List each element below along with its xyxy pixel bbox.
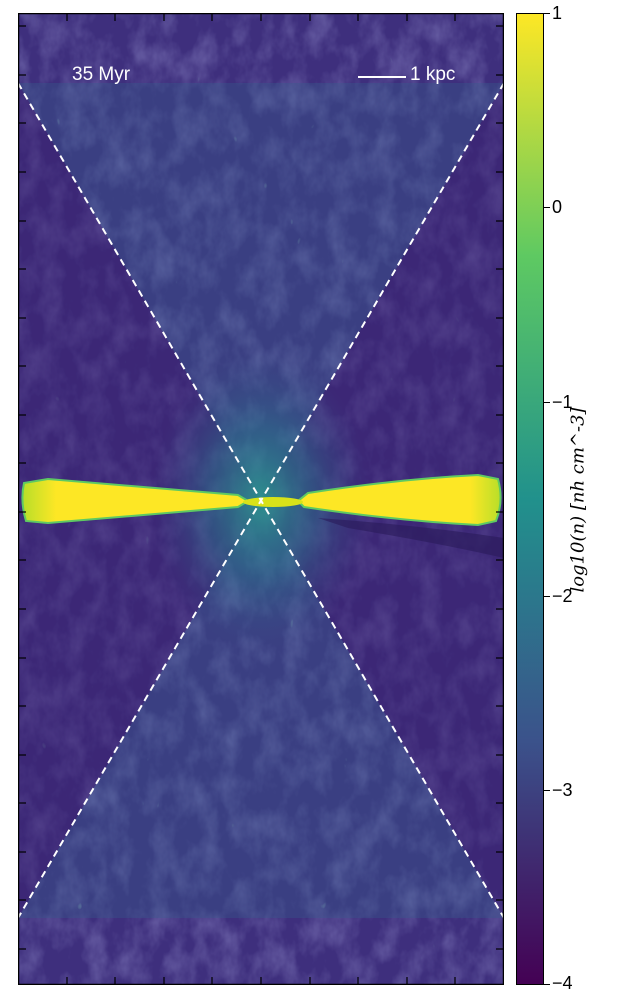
time-label: 35 Myr — [72, 64, 131, 85]
colorbar-label-0: 0 — [552, 197, 563, 217]
disk-center — [243, 497, 303, 507]
density-map-panel — [18, 13, 504, 985]
disk-right — [296, 473, 502, 527]
colorbar-tick-m3 — [544, 790, 550, 791]
colorbar-label-1: 1 — [552, 3, 563, 23]
disk-left — [21, 477, 250, 525]
colorbar-label-m3: −3 — [552, 780, 573, 800]
colorbar-label-m1: −1 — [552, 392, 573, 412]
colorbar-label-m2: −2 — [552, 586, 573, 606]
disk-right-shadow — [318, 518, 504, 558]
colorbar-tick-m1 — [544, 402, 550, 403]
scale-bar — [358, 76, 406, 78]
colorbar-tick-0 — [544, 207, 550, 208]
panel-ticks — [18, 13, 504, 985]
colorbar — [516, 13, 544, 985]
colorbar-tick-m2 — [544, 596, 550, 597]
colorbar-tick-1 — [544, 13, 550, 14]
colorbar-tick-m4 — [544, 984, 550, 985]
scale-label: 1 kpc — [410, 64, 456, 85]
cone-line-right — [18, 82, 504, 919]
colorbar-label-m4: −4 — [552, 973, 573, 993]
colorbar-axis-label: log10(n) [nh cm^-3] — [567, 407, 589, 593]
